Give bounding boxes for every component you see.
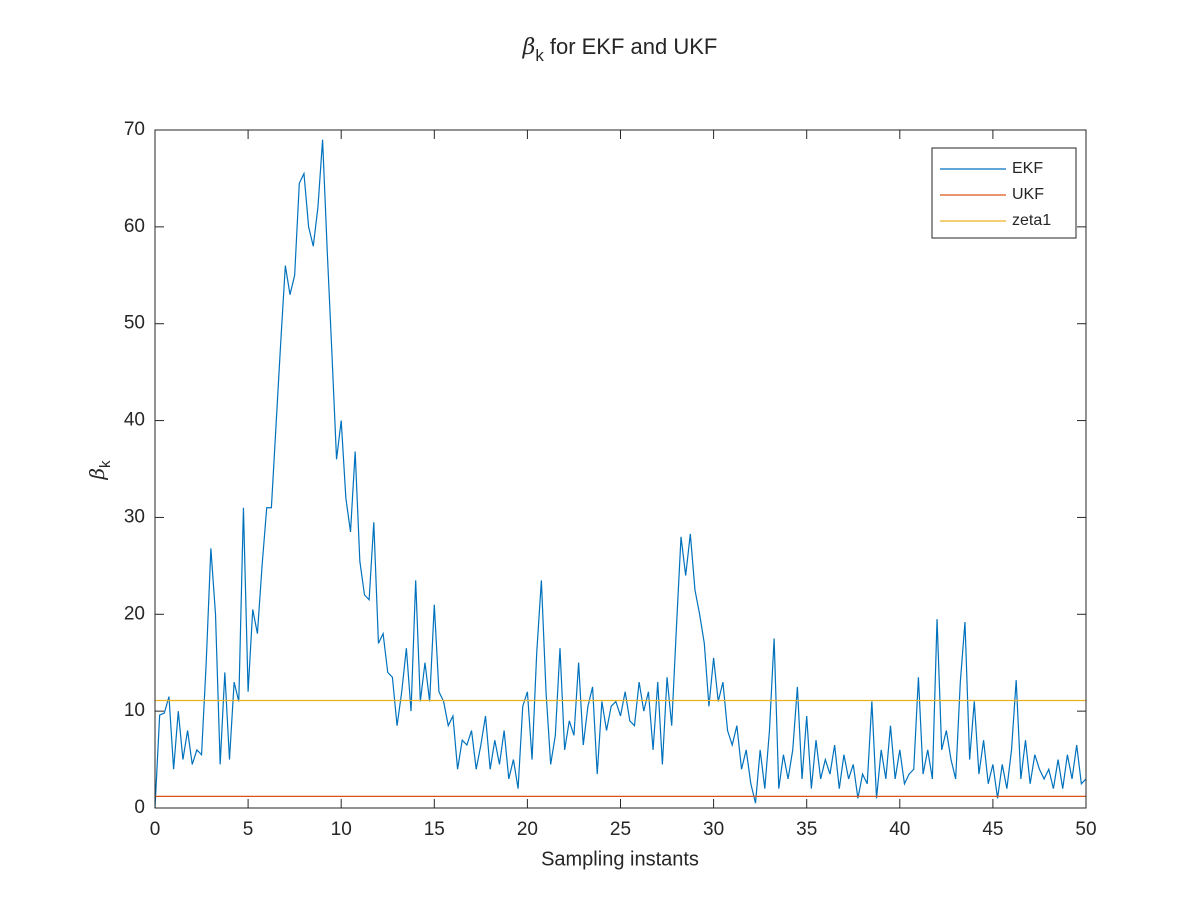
legend-label: EKF xyxy=(1012,160,1043,177)
y-tick-label: 30 xyxy=(124,506,145,527)
x-tick-label: 45 xyxy=(982,819,1003,840)
legend: EKF UKF zeta1 xyxy=(931,147,1077,239)
chart-title: βk for EKF and UKF xyxy=(522,34,718,66)
y-tick-label: 20 xyxy=(124,603,145,624)
x-tick-label: 10 xyxy=(331,819,352,840)
x-tick-label: 25 xyxy=(610,819,631,840)
x-tick-label: 40 xyxy=(889,819,910,840)
x-tick-label: 35 xyxy=(796,819,817,840)
title-symbol: β xyxy=(522,35,536,60)
x-tick-label: 50 xyxy=(1075,819,1096,840)
axes-box xyxy=(154,129,1087,809)
y-tick-label: 60 xyxy=(124,216,145,237)
x-tick-label: 15 xyxy=(424,819,445,840)
legend-box xyxy=(931,147,1077,239)
x-tick-label: 20 xyxy=(517,819,538,840)
y-axis-label: βk xyxy=(85,460,114,481)
y-tick-label: 0 xyxy=(134,797,145,818)
y-tick-label: 10 xyxy=(124,700,145,721)
legend-label: UKF xyxy=(1012,186,1044,203)
x-axis-label: Sampling instants xyxy=(541,848,699,870)
y-label-symbol: β xyxy=(85,468,109,481)
title-text: for EKF and UKF xyxy=(550,34,718,59)
legend-label: zeta1 xyxy=(1012,212,1051,229)
y-tick-label: 50 xyxy=(124,313,145,334)
y-tick-label: 70 xyxy=(124,119,145,140)
y-label-subscript: k xyxy=(97,460,114,468)
y-tick-label: 40 xyxy=(124,410,145,431)
x-tick-label: 0 xyxy=(150,819,161,840)
series-line xyxy=(154,139,1087,809)
x-tick-label: 30 xyxy=(703,819,724,840)
title-subscript: k xyxy=(535,46,544,65)
x-tick-label: 5 xyxy=(243,819,254,840)
